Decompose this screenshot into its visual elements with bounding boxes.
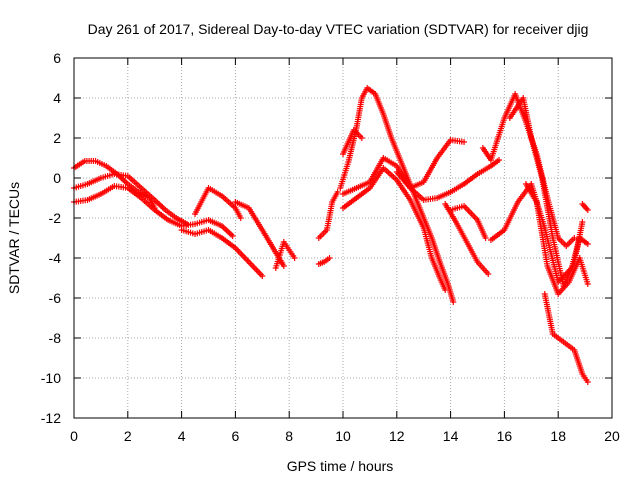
y-tick-label: 4 [53, 90, 61, 106]
x-tick-label: 6 [232, 428, 240, 444]
y-tick-label: -8 [49, 330, 62, 346]
series-track-19 [506, 95, 586, 289]
data-point [259, 273, 266, 279]
y-tick-label: 6 [53, 50, 61, 66]
series-track-2 [71, 171, 190, 227]
x-tick-label: 20 [604, 428, 620, 444]
x-tick-label: 10 [335, 428, 351, 444]
y-tick-label: 0 [53, 170, 61, 186]
series-track-16 [447, 203, 489, 241]
data-point [442, 287, 449, 293]
x-tick-label: 2 [124, 428, 132, 444]
series-track-15 [442, 201, 492, 277]
x-tick-label: 18 [550, 428, 566, 444]
data-point [291, 255, 298, 261]
data-point [183, 221, 190, 227]
x-tick-label: 0 [70, 428, 78, 444]
series-track-14 [393, 137, 468, 191]
data-point [482, 235, 489, 241]
data-point [584, 379, 591, 385]
data-points [71, 85, 591, 385]
series-track-8 [315, 189, 341, 241]
series-track-20 [522, 181, 591, 297]
chart-title: Day 261 of 2017, Sidereal Day-to-day VTE… [88, 21, 589, 37]
series-track-4 [192, 185, 244, 221]
data-point [450, 299, 457, 305]
data-point [237, 215, 244, 221]
x-tick-label: 8 [285, 428, 293, 444]
x-tick-label: 14 [443, 428, 459, 444]
data-point [584, 281, 591, 287]
data-point [358, 135, 365, 141]
data-point [485, 271, 492, 277]
x-tick-label: 12 [389, 428, 405, 444]
y-tick-label: -10 [41, 370, 61, 386]
series-track-7 [272, 239, 298, 271]
series-track-9 [315, 255, 333, 267]
data-point [584, 207, 591, 213]
y-tick-label: -6 [49, 290, 62, 306]
series-track-22 [579, 201, 591, 213]
series-track-3 [71, 183, 236, 239]
data-point [579, 219, 586, 225]
data-point [280, 263, 287, 269]
data-point [584, 241, 591, 247]
x-tick-label: 4 [178, 428, 186, 444]
x-axis-label: GPS time / hours [287, 458, 394, 474]
y-tick-label: -4 [49, 250, 62, 266]
data-point [571, 235, 578, 241]
data-point [334, 189, 341, 195]
data-point [229, 233, 236, 239]
series-track-11 [340, 127, 365, 157]
y-tick-label: 2 [53, 130, 61, 146]
data-point [326, 255, 333, 261]
x-tick-label: 16 [497, 428, 513, 444]
plot-frame [73, 57, 613, 419]
series-track-21 [541, 291, 591, 385]
y-tick-label: -2 [49, 210, 62, 226]
series-track-12 [340, 155, 503, 203]
series-track-5 [178, 227, 266, 279]
data-point [461, 139, 468, 145]
data-point [496, 157, 503, 163]
series-track-13 [340, 165, 449, 293]
y-axis-label: SDTVAR / TECUs [6, 182, 22, 294]
grid-lines [74, 58, 612, 418]
y-tick-label: -12 [41, 410, 61, 426]
